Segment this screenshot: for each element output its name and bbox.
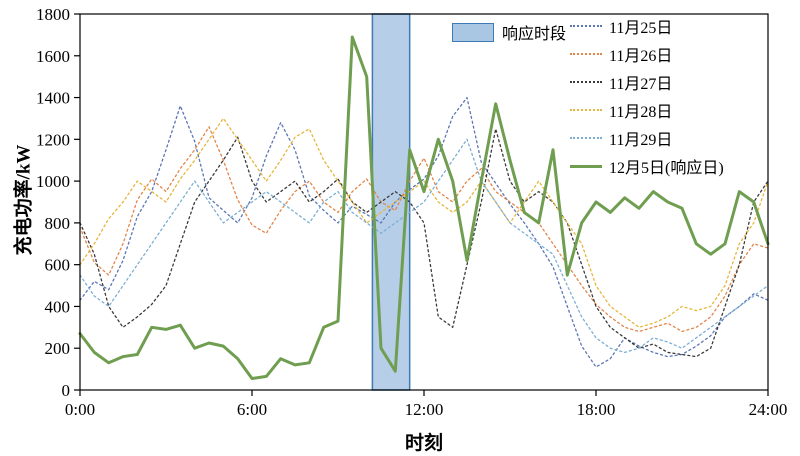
legend-label: 响应时段 (502, 26, 567, 43)
legend-swatch-dec5 (570, 164, 602, 168)
response-band (371, 13, 411, 391)
legend-item: 11月27日 (570, 68, 724, 96)
legend-swatch-nov29 (570, 137, 602, 139)
y-tick-label: 1400 (36, 89, 70, 108)
y-tick-label: 0 (62, 381, 71, 400)
legend-swatch-nov27 (570, 81, 602, 83)
y-tick-label: 600 (45, 256, 71, 275)
series-line-3 (79, 117, 769, 328)
legend-item: 11月26日 (570, 40, 724, 68)
y-tick-label: 200 (45, 339, 71, 358)
x-tick-label: 6:00 (237, 400, 267, 419)
legend-label: 11月26日 (609, 48, 673, 65)
x-axis-label: 时刻 (404, 433, 444, 454)
legend-item-response-band: 响应时段 (452, 20, 566, 44)
series-line-0 (79, 96, 769, 368)
legend-label: 11月25日 (609, 20, 673, 37)
legend-item: 11月25日 (570, 12, 724, 40)
legend-swatch-nov26 (570, 53, 602, 55)
series-line-4 (79, 138, 769, 354)
series-line-2 (79, 128, 769, 358)
y-tick-label: 1600 (36, 47, 70, 66)
legend-item: 12月5日(响应日) (570, 152, 724, 180)
legend-label: 11月28日 (609, 104, 673, 121)
x-tick-label: 0:00 (65, 400, 95, 419)
x-tick-label: 18:00 (577, 400, 616, 419)
legend-swatch-nov28 (570, 109, 602, 111)
series-line-5 (78, 35, 770, 380)
y-tick-label: 1200 (36, 130, 70, 149)
legend-item: 11月28日 (570, 96, 724, 124)
legend: 11月25日 11月26日 11月27日 11月28日 11月29日 12月5日… (570, 12, 724, 180)
legend-label: 11月29日 (609, 132, 673, 149)
legend-label: 12月5日(响应日) (609, 160, 724, 177)
axis-ticks: 0:00 6:00 12:00 18:00 24:00 0 200 400 600 800 1000… (36, 5, 787, 419)
y-tick-label: 800 (45, 214, 71, 233)
y-tick-label: 1000 (36, 172, 70, 191)
response-band-swatch (452, 22, 494, 42)
x-tick-label: 24:00 (749, 400, 788, 419)
x-tick-label: 12:00 (405, 400, 444, 419)
legend-item: 11月29日 (570, 124, 724, 152)
legend-swatch-nov25 (570, 25, 602, 27)
y-tick-label: 400 (45, 297, 71, 316)
y-axis-label: 充电功率/kW (13, 144, 35, 256)
legend-label: 11月27日 (609, 76, 673, 93)
y-tick-label: 1800 (36, 5, 70, 24)
